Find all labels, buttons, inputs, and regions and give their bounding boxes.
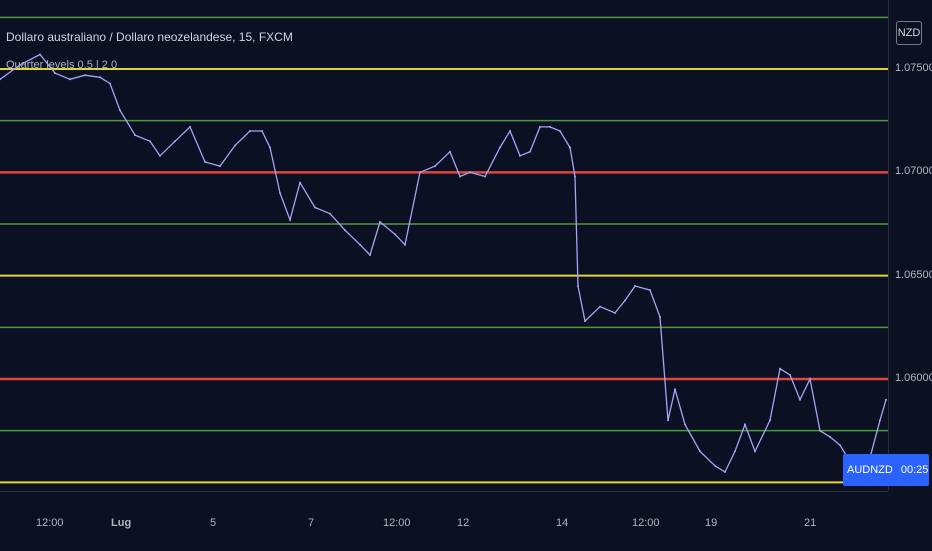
chart-area[interactable] — [0, 0, 888, 491]
x-tick-label: 21 — [804, 517, 817, 529]
price-point — [577, 285, 579, 287]
price-point — [559, 130, 561, 132]
x-tick-label: Lug — [111, 517, 132, 529]
price-point — [509, 130, 511, 132]
price-tag: AUDNZD 00:25 — [843, 454, 929, 486]
price-point — [419, 171, 421, 174]
price-point — [369, 254, 371, 256]
price-point — [624, 299, 626, 302]
price-point — [189, 125, 191, 128]
price-point — [261, 130, 263, 132]
price-point — [499, 146, 501, 149]
price-point — [734, 450, 736, 453]
price-point — [839, 444, 841, 447]
price-point — [584, 320, 586, 323]
price-point — [599, 305, 601, 308]
price-point — [344, 229, 346, 232]
price-point — [574, 175, 576, 178]
price-point — [459, 175, 461, 178]
price-point — [54, 72, 56, 75]
price-point — [159, 154, 161, 157]
price-point — [449, 150, 451, 153]
x-tick-label: 12 — [457, 517, 470, 529]
price-point — [19, 63, 21, 66]
price-point — [529, 150, 531, 153]
price-point — [714, 464, 716, 467]
x-tick-label: 12:00 — [383, 517, 411, 529]
x-tick-label: 19 — [705, 517, 718, 529]
price-point — [659, 316, 661, 318]
price-point — [314, 206, 316, 209]
price-point — [134, 134, 136, 137]
chart-title: Dollaro australiano / Dollaro neozelande… — [6, 30, 293, 44]
price-point — [779, 367, 781, 370]
y-tick-label: 1.07500 — [895, 62, 932, 74]
x-tick-label: 7 — [308, 517, 315, 529]
price-point — [379, 220, 381, 223]
price-point — [279, 192, 281, 194]
price-point — [469, 171, 471, 174]
x-tick-label: 12:00 — [36, 517, 64, 529]
price-point — [614, 311, 616, 314]
price-point — [249, 130, 251, 132]
price-point — [434, 165, 436, 168]
price-axis[interactable]: 1.07500 1.07000 1.06500 1.06000 — [888, 0, 932, 491]
price-point — [149, 140, 151, 143]
price-point — [569, 146, 571, 149]
price-point — [684, 423, 686, 426]
price-point — [219, 165, 221, 168]
price-point — [879, 419, 881, 422]
price-point — [39, 53, 41, 56]
indicator-label: Quarter levels 0.5 | 2 0 — [6, 59, 118, 71]
time-axis[interactable]: 12:00 Lug 5 7 12:00 12 14 12:00 19 21 — [0, 491, 888, 551]
price-point — [234, 144, 236, 147]
price-point — [549, 125, 551, 128]
price-point — [674, 388, 676, 391]
price-point — [634, 285, 636, 287]
price-point — [829, 435, 831, 438]
x-tick-label: 14 — [556, 517, 569, 529]
price-point — [769, 419, 771, 422]
price-point — [649, 289, 651, 292]
price-point — [0, 78, 1, 81]
price-point — [885, 398, 887, 401]
price-point — [819, 429, 821, 432]
price-point — [269, 146, 271, 149]
x-tick-label: 12:00 — [632, 517, 660, 529]
price-point — [299, 181, 301, 184]
price-point — [394, 233, 396, 236]
y-tick-label: 1.06500 — [895, 268, 932, 281]
price-point — [809, 378, 811, 380]
price-point — [99, 76, 101, 79]
y-tick-label: 1.06000 — [895, 372, 932, 384]
y-tick-label: 1.07000 — [895, 165, 932, 178]
price-point — [404, 243, 406, 246]
price-point — [359, 243, 361, 246]
price-point — [724, 471, 726, 473]
price-point — [699, 450, 701, 453]
price-point — [754, 450, 756, 453]
price-point — [69, 78, 71, 81]
price-point — [119, 109, 121, 112]
price-tag-countdown: 00:25 — [900, 464, 929, 476]
price-point — [84, 74, 86, 77]
price-point — [519, 154, 521, 157]
price-point — [174, 140, 176, 143]
price-point — [109, 82, 111, 85]
currency-badge[interactable]: NZD — [896, 21, 922, 45]
price-point — [789, 373, 791, 376]
price-point — [744, 423, 746, 426]
price-tag-symbol: AUDNZD — [847, 464, 893, 476]
x-tick-label: 5 — [210, 517, 217, 529]
price-point — [799, 398, 801, 401]
price-point — [289, 218, 291, 221]
price-series-line — [0, 53, 887, 478]
price-point — [539, 125, 541, 128]
price-point — [484, 175, 486, 178]
chart-svg — [0, 16, 888, 484]
price-point — [329, 212, 331, 215]
price-point — [667, 419, 669, 422]
price-point — [204, 161, 206, 163]
